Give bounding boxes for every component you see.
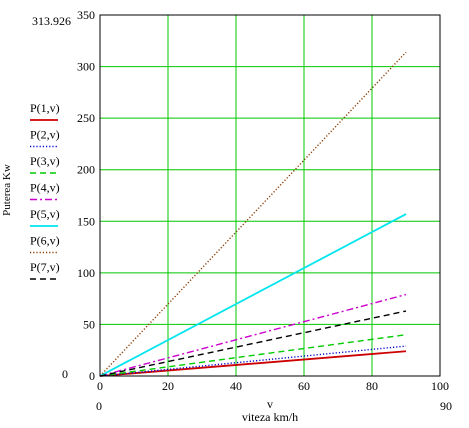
x-tick-label: 20 (162, 379, 174, 393)
plot-frame (99, 14, 441, 377)
x-tick-label: 100 (431, 379, 449, 393)
legend-label-4: P(4,v) (30, 181, 60, 195)
series-line-2 (99, 345, 407, 377)
y-tick-label: 250 (77, 111, 95, 125)
y-tick-labels: 0 50 100 150 200 250 300 350 (77, 8, 95, 383)
x-tick-label: 80 (366, 379, 378, 393)
legend: P(1,v) P(2,v) P(3,v) P(4,v) P(5,v) P(6,v) P(7,… (30, 101, 60, 280)
legend-label-2: P(2,v) (30, 128, 60, 142)
x-variable-label: v (267, 397, 273, 411)
y-tick-label: 150 (77, 214, 95, 228)
y-tick-label: 50 (83, 317, 95, 331)
y-tick-label: 100 (77, 266, 95, 280)
x-tick-label: 40 (230, 379, 242, 393)
series-line-1 (99, 350, 407, 377)
series-lines (99, 51, 407, 377)
y-min-label: 0 (62, 367, 68, 381)
series-line-5 (99, 213, 407, 377)
x-tick-label: 0 (97, 379, 103, 393)
series-line-6 (99, 51, 407, 377)
x-min-label: 0 (96, 399, 102, 413)
legend-label-5: P(5,v) (30, 207, 60, 221)
y-tick-label: 350 (77, 8, 95, 22)
series-line-3 (99, 334, 407, 377)
y-tick-label: 200 (77, 163, 95, 177)
y-tick-label: 0 (89, 369, 95, 383)
legend-label-7: P(7,v) (30, 260, 60, 274)
x-tick-labels: 0 20 40 60 80 100 (97, 379, 449, 393)
legend-label-6: P(6,v) (30, 234, 60, 248)
y-tick-label: 300 (77, 60, 95, 74)
x-axis-label: viteza km/h (242, 410, 298, 424)
x-tick-label: 60 (298, 379, 310, 393)
x-max-label: 90 (440, 399, 452, 413)
legend-label-3: P(3,v) (30, 154, 60, 168)
series-line-7 (99, 310, 407, 377)
y-axis-label: Puterea Kw (1, 164, 13, 216)
legend-label-1: P(1,v) (30, 101, 60, 115)
y-max-label: 313.926 (32, 14, 71, 28)
